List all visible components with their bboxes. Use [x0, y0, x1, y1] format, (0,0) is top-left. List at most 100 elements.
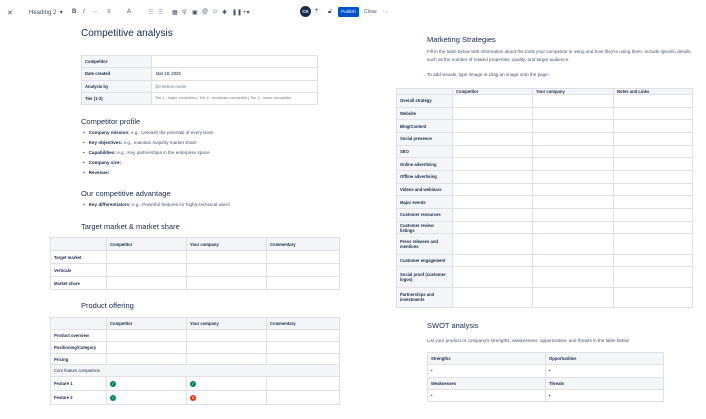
table-row: Feature 1 ✓ ✓ — [50, 376, 340, 392]
table-cell[interactable] — [613, 170, 693, 184]
table-row: Market share — [50, 276, 340, 290]
table-cell[interactable] — [613, 286, 693, 309]
marketing-hint: To add visuals, type /image or drag an i… — [427, 72, 550, 77]
table-cell[interactable] — [532, 220, 614, 235]
table-cell[interactable] — [613, 106, 693, 121]
table-cell[interactable] — [452, 220, 533, 235]
restrictions-lock-icon[interactable]: 🔓︎ — [328, 9, 332, 15]
date-cell[interactable]: Mar 19, 2020 — [151, 67, 318, 81]
table-cell[interactable] — [613, 266, 693, 288]
table-cell[interactable] — [532, 195, 614, 210]
table-cell[interactable] — [613, 220, 693, 235]
product-table: Competitor Your company Commentary Product… — [50, 317, 340, 405]
table-cell[interactable] — [532, 286, 614, 309]
text-style-dropdown[interactable]: Heading 2 ▾ — [29, 10, 63, 16]
header-cell — [50, 317, 107, 330]
table-row: Verticals — [50, 263, 340, 277]
table-cell[interactable] — [452, 144, 533, 159]
mention-cell[interactable]: @mention owner — [151, 79, 318, 93]
table-cell[interactable] — [452, 94, 533, 108]
opportunities-cell[interactable]: • — [545, 364, 664, 378]
table-cell[interactable] — [532, 106, 614, 121]
more-formatting-button[interactable]: ··· — [92, 9, 98, 15]
status-icon[interactable]: ✱ — [222, 10, 228, 16]
strengths-cell[interactable]: • — [427, 364, 546, 378]
table-cell[interactable] — [613, 94, 693, 108]
table-cell[interactable] — [532, 157, 614, 172]
table-cell[interactable] — [452, 106, 533, 121]
close-button[interactable]: Close — [364, 9, 377, 15]
info-table: Competitor Date created Mar 19, 2020 Anal… — [81, 54, 318, 106]
header-cell: Commentary — [266, 237, 340, 251]
table-cell[interactable] — [613, 157, 693, 172]
italic-button[interactable]: I — [83, 9, 85, 15]
table-cell[interactable] — [613, 182, 693, 197]
row-label: Press releases and mentions — [396, 233, 453, 255]
table-row: Social presence — [396, 132, 693, 146]
table-cell[interactable] — [532, 233, 614, 255]
table-cell[interactable] — [452, 253, 533, 268]
confluence-logo-icon[interactable]: ✕ — [7, 10, 13, 17]
bullet-list-icon[interactable]: ☰ — [148, 10, 154, 16]
table-cell[interactable] — [613, 195, 693, 210]
table-cell[interactable] — [613, 132, 693, 146]
weaknesses-cell[interactable]: • — [427, 388, 546, 403]
table-cell[interactable] — [532, 170, 614, 184]
table-row: Pricing — [50, 352, 340, 366]
mention-icon[interactable]: @ — [202, 9, 209, 15]
table-cell[interactable] — [452, 286, 533, 309]
table-cell[interactable] — [452, 119, 533, 134]
more-options-button[interactable]: ··· — [383, 9, 388, 15]
table-cell[interactable] — [452, 208, 533, 222]
numbered-list-icon[interactable]: ☰ — [158, 10, 164, 16]
table-cell[interactable] — [532, 119, 614, 134]
table-row: Product overview — [50, 328, 340, 342]
image-icon[interactable]: ▣ — [192, 10, 198, 16]
table-cell[interactable] — [452, 157, 533, 172]
table-cell[interactable] — [532, 132, 614, 146]
table-cell[interactable] — [613, 144, 693, 159]
table-cell[interactable] — [613, 233, 693, 255]
row-label: Partnerships and investments — [396, 286, 453, 309]
table-cell[interactable] — [532, 182, 614, 197]
date-lozenge[interactable]: Mar 19, 2020 — [155, 71, 182, 77]
link-icon[interactable]: ⚲ — [182, 10, 187, 16]
tier-cell[interactable]: Tier 1 - major competitor | Tier 2 - mod… — [151, 91, 318, 106]
table-cell[interactable] — [452, 132, 533, 146]
table-cell[interactable] — [532, 253, 614, 268]
table-cell[interactable] — [532, 266, 614, 288]
table-cell[interactable] — [613, 119, 693, 134]
row-label: Blog/Content — [396, 119, 453, 134]
info-label: Tier (1-3) — [81, 91, 152, 106]
row-label: Offline advertising — [396, 170, 453, 184]
table-cell[interactable] — [452, 195, 533, 210]
row-label: Website — [396, 106, 453, 121]
table-cell[interactable] — [532, 208, 614, 222]
table-cell[interactable] — [452, 182, 533, 197]
table-row: Press releases and mentions — [396, 233, 693, 255]
align-button[interactable]: ≡ — [107, 9, 111, 15]
threats-cell[interactable]: • — [545, 388, 664, 403]
table-icon[interactable]: ▦ — [172, 10, 178, 16]
list-item: Revenue: — [83, 168, 213, 178]
text-color-button[interactable]: A — [127, 9, 132, 15]
bold-button[interactable]: B — [72, 9, 77, 15]
header-cell: Commentary — [266, 317, 340, 330]
emoji-icon[interactable]: ☺ — [212, 9, 219, 15]
insert-plus-icon[interactable]: +▾ — [243, 10, 250, 16]
table-cell[interactable] — [452, 170, 533, 184]
publish-button[interactable]: Publish — [338, 7, 359, 17]
table-cell[interactable] — [613, 253, 693, 268]
table-cell[interactable] — [452, 233, 533, 255]
row-label: Videos and webinars — [396, 182, 453, 197]
table-cell[interactable] — [613, 208, 693, 222]
invite-plus-icon[interactable]: + — [312, 7, 321, 16]
table-cell[interactable] — [532, 94, 614, 108]
advantage-list: Key differentiators: e.g., Powerful feat… — [83, 200, 230, 210]
avatar[interactable]: CK — [300, 6, 311, 17]
layout-icon[interactable]: ❚❚ — [232, 10, 243, 16]
table-cell[interactable] — [532, 144, 614, 159]
table-cell[interactable] — [452, 266, 533, 288]
table-row: Customer review listings — [396, 220, 693, 235]
competitor-cell[interactable] — [151, 54, 318, 69]
